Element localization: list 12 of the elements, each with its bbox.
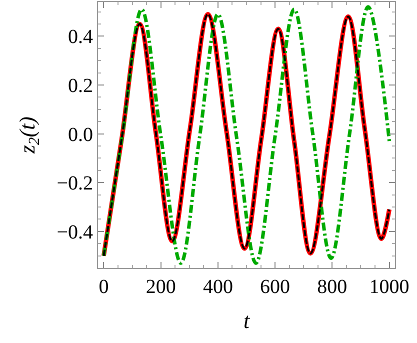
x-tick-label: 600	[260, 276, 290, 298]
x-axis-title: t	[243, 308, 250, 333]
y-tick-label: −0.4	[56, 221, 93, 244]
y-tick-label: −0.2	[56, 172, 93, 195]
y-tick-label: 0.2	[68, 74, 93, 97]
x-tick-label: 400	[202, 276, 233, 298]
y-tick-label: 0.0	[68, 124, 93, 146]
x-tick-label: 0	[98, 276, 109, 298]
x-tick-label: 200	[146, 276, 176, 298]
y-tick-label: 0.4	[68, 26, 93, 48]
x-tick-label: 800	[317, 276, 348, 298]
x-tick-label: 1000	[369, 276, 410, 298]
